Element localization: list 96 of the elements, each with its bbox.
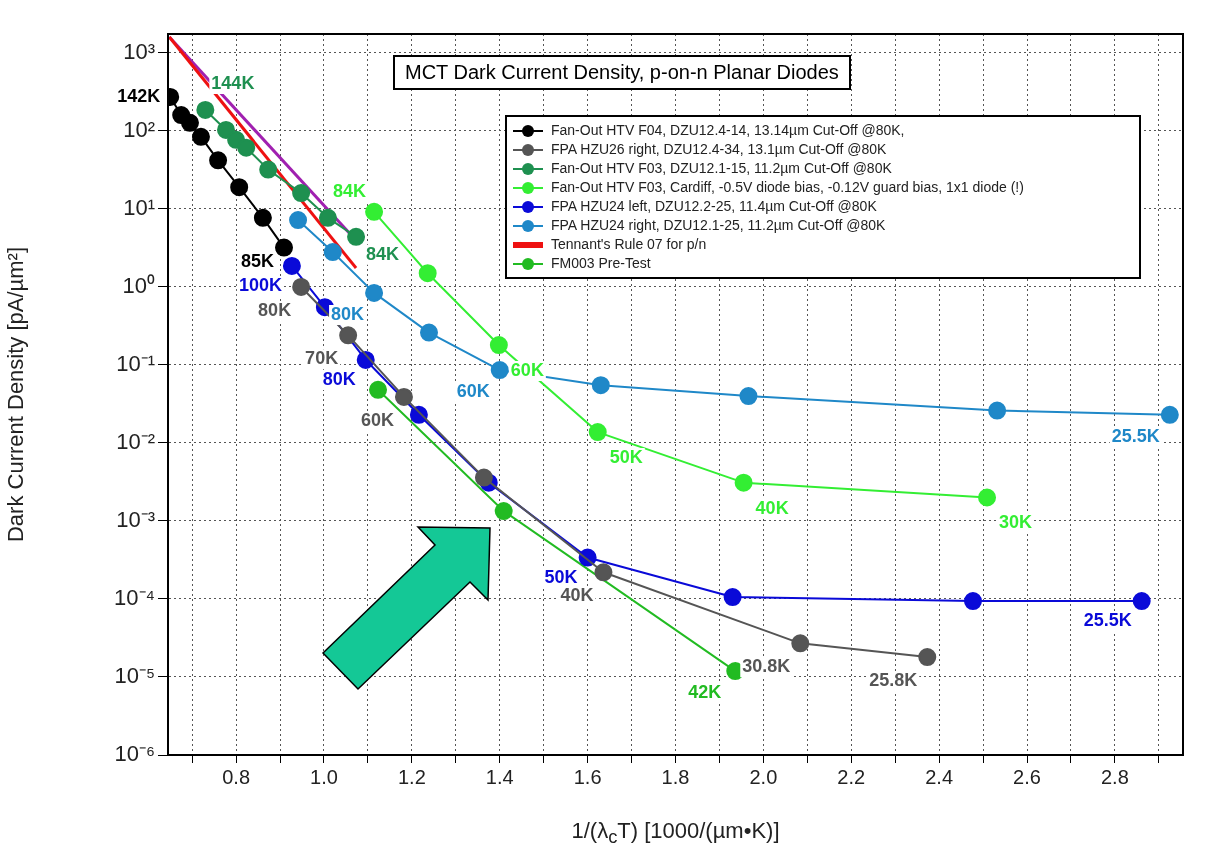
point xyxy=(588,423,607,442)
annotation: 80K xyxy=(258,299,292,320)
point xyxy=(1132,592,1151,611)
point xyxy=(369,380,388,399)
point xyxy=(230,178,249,197)
annotation: 50K xyxy=(609,447,643,468)
point xyxy=(494,502,513,521)
x-tick-label: 2.6 xyxy=(1013,765,1041,788)
annotation: 50K xyxy=(544,566,578,587)
annotation: 42K xyxy=(688,682,722,703)
point xyxy=(191,127,210,146)
x-tick-label: 1.8 xyxy=(661,765,690,788)
point xyxy=(490,361,509,380)
annotation: 144K xyxy=(211,72,255,93)
point xyxy=(323,243,342,262)
point xyxy=(365,202,384,221)
y-tick-label: 10⁰ xyxy=(122,273,155,299)
point xyxy=(739,387,758,406)
point xyxy=(734,473,753,492)
annotation: 25.8K xyxy=(869,670,918,691)
point xyxy=(217,120,235,139)
point xyxy=(988,401,1007,420)
point xyxy=(963,592,982,611)
y-tick-label: 10² xyxy=(123,117,155,143)
point xyxy=(259,160,278,179)
point xyxy=(275,238,293,257)
x-tick-label: 1.4 xyxy=(485,765,514,788)
point xyxy=(365,283,384,302)
x-tick-label: 1.0 xyxy=(310,765,338,788)
point xyxy=(918,648,937,667)
point xyxy=(292,184,311,203)
x-tick-label: 0.8 xyxy=(222,765,251,788)
x-tick-label: 2.0 xyxy=(749,765,778,788)
point xyxy=(237,138,256,157)
text: MCT Dark Current Density, p-on-n Planar Diodes xyxy=(393,55,851,90)
annotation: 84K xyxy=(333,180,367,201)
annotation: 30K xyxy=(999,512,1033,533)
annotation: 80K xyxy=(322,368,356,389)
legend-label: Fan-Out HTV F03, DZU12.1-15, 11.2µm Cut-Off @80K xyxy=(551,159,892,178)
point xyxy=(292,277,311,296)
annotation: 60K xyxy=(456,381,490,402)
legend-label: FM003 Pre-Test xyxy=(551,254,651,273)
y-tick-label: 10⁻⁵ xyxy=(114,663,155,689)
annotation: 85K xyxy=(240,250,274,271)
point xyxy=(489,336,508,355)
point xyxy=(791,634,810,653)
y-tick-label: 10³ xyxy=(123,39,155,65)
point xyxy=(209,151,228,170)
annotation: 60K xyxy=(510,360,544,381)
annotation: 25.5K xyxy=(1111,425,1160,446)
y-tick-label: 10⁻² xyxy=(116,429,155,455)
point xyxy=(318,208,337,227)
annotation: 70K xyxy=(305,348,339,369)
annotation: 84K xyxy=(366,243,400,264)
point xyxy=(420,323,438,342)
point xyxy=(723,588,742,607)
annotation: 40K xyxy=(755,497,789,518)
x-axis-title: 1/(λ$_{c}$T) [1000/(µm•K)] xyxy=(570,818,781,849)
annotation: 40K xyxy=(560,585,594,606)
y-tick-label: 10⁻⁴ xyxy=(114,585,155,611)
annotation: 30.8K xyxy=(742,656,791,677)
y-tick-label: 10⁻⁶ xyxy=(114,741,155,767)
point xyxy=(196,100,215,119)
x-tick-label: 2.2 xyxy=(837,765,866,788)
point xyxy=(282,256,301,275)
annotation: 80K xyxy=(331,303,365,324)
legend-label: Tennant's Rule 07 for p/n xyxy=(551,235,707,254)
point xyxy=(347,227,366,246)
annotation: 60K xyxy=(360,409,394,430)
legend-label: FPA HZU24 left, DZU12.2-25, 11.4µm Cut-Off @80K xyxy=(551,197,877,216)
legend-label: FPA HZU24 right, DZU12.1-25, 11.2µm Cut-Off @80K xyxy=(551,216,886,235)
point xyxy=(339,326,358,345)
point xyxy=(289,211,308,230)
point xyxy=(591,376,610,395)
point xyxy=(594,563,613,582)
point xyxy=(978,488,997,507)
legend-label: Fan-Out HTV F03, Cardiff, -0.5V diode bias, -0.12V guard bias, 1x1 diode (!) xyxy=(551,178,1024,197)
x-tick-label: 1.6 xyxy=(573,765,602,788)
y-tick-label: 10⁻¹ xyxy=(116,351,155,377)
legend-label: FPA HZU26 right, DZU12.4-34, 13.1µm Cut-Off @80K xyxy=(551,140,887,159)
point xyxy=(418,264,437,283)
y-tick-label: 10⁻³ xyxy=(116,507,155,533)
y-axis-title: Dark Current Density [pA/µm²] xyxy=(3,246,29,543)
annotation: 100K xyxy=(238,274,282,295)
point xyxy=(1160,405,1179,424)
point xyxy=(253,208,272,227)
legend-label: Fan-Out HTV F04, DZU12.4-14, 13.14µm Cut-Off @80K, xyxy=(551,121,905,140)
point xyxy=(180,113,199,132)
point xyxy=(474,468,493,487)
point xyxy=(394,387,413,406)
annotation: 25.5K xyxy=(1083,610,1132,631)
y-tick-label: 10¹ xyxy=(123,195,155,221)
x-tick-label: 1.2 xyxy=(397,765,426,788)
x-tick-label: 2.8 xyxy=(1100,765,1129,788)
annotation: 142K xyxy=(117,85,161,106)
x-tick-label: 2.4 xyxy=(925,765,954,788)
